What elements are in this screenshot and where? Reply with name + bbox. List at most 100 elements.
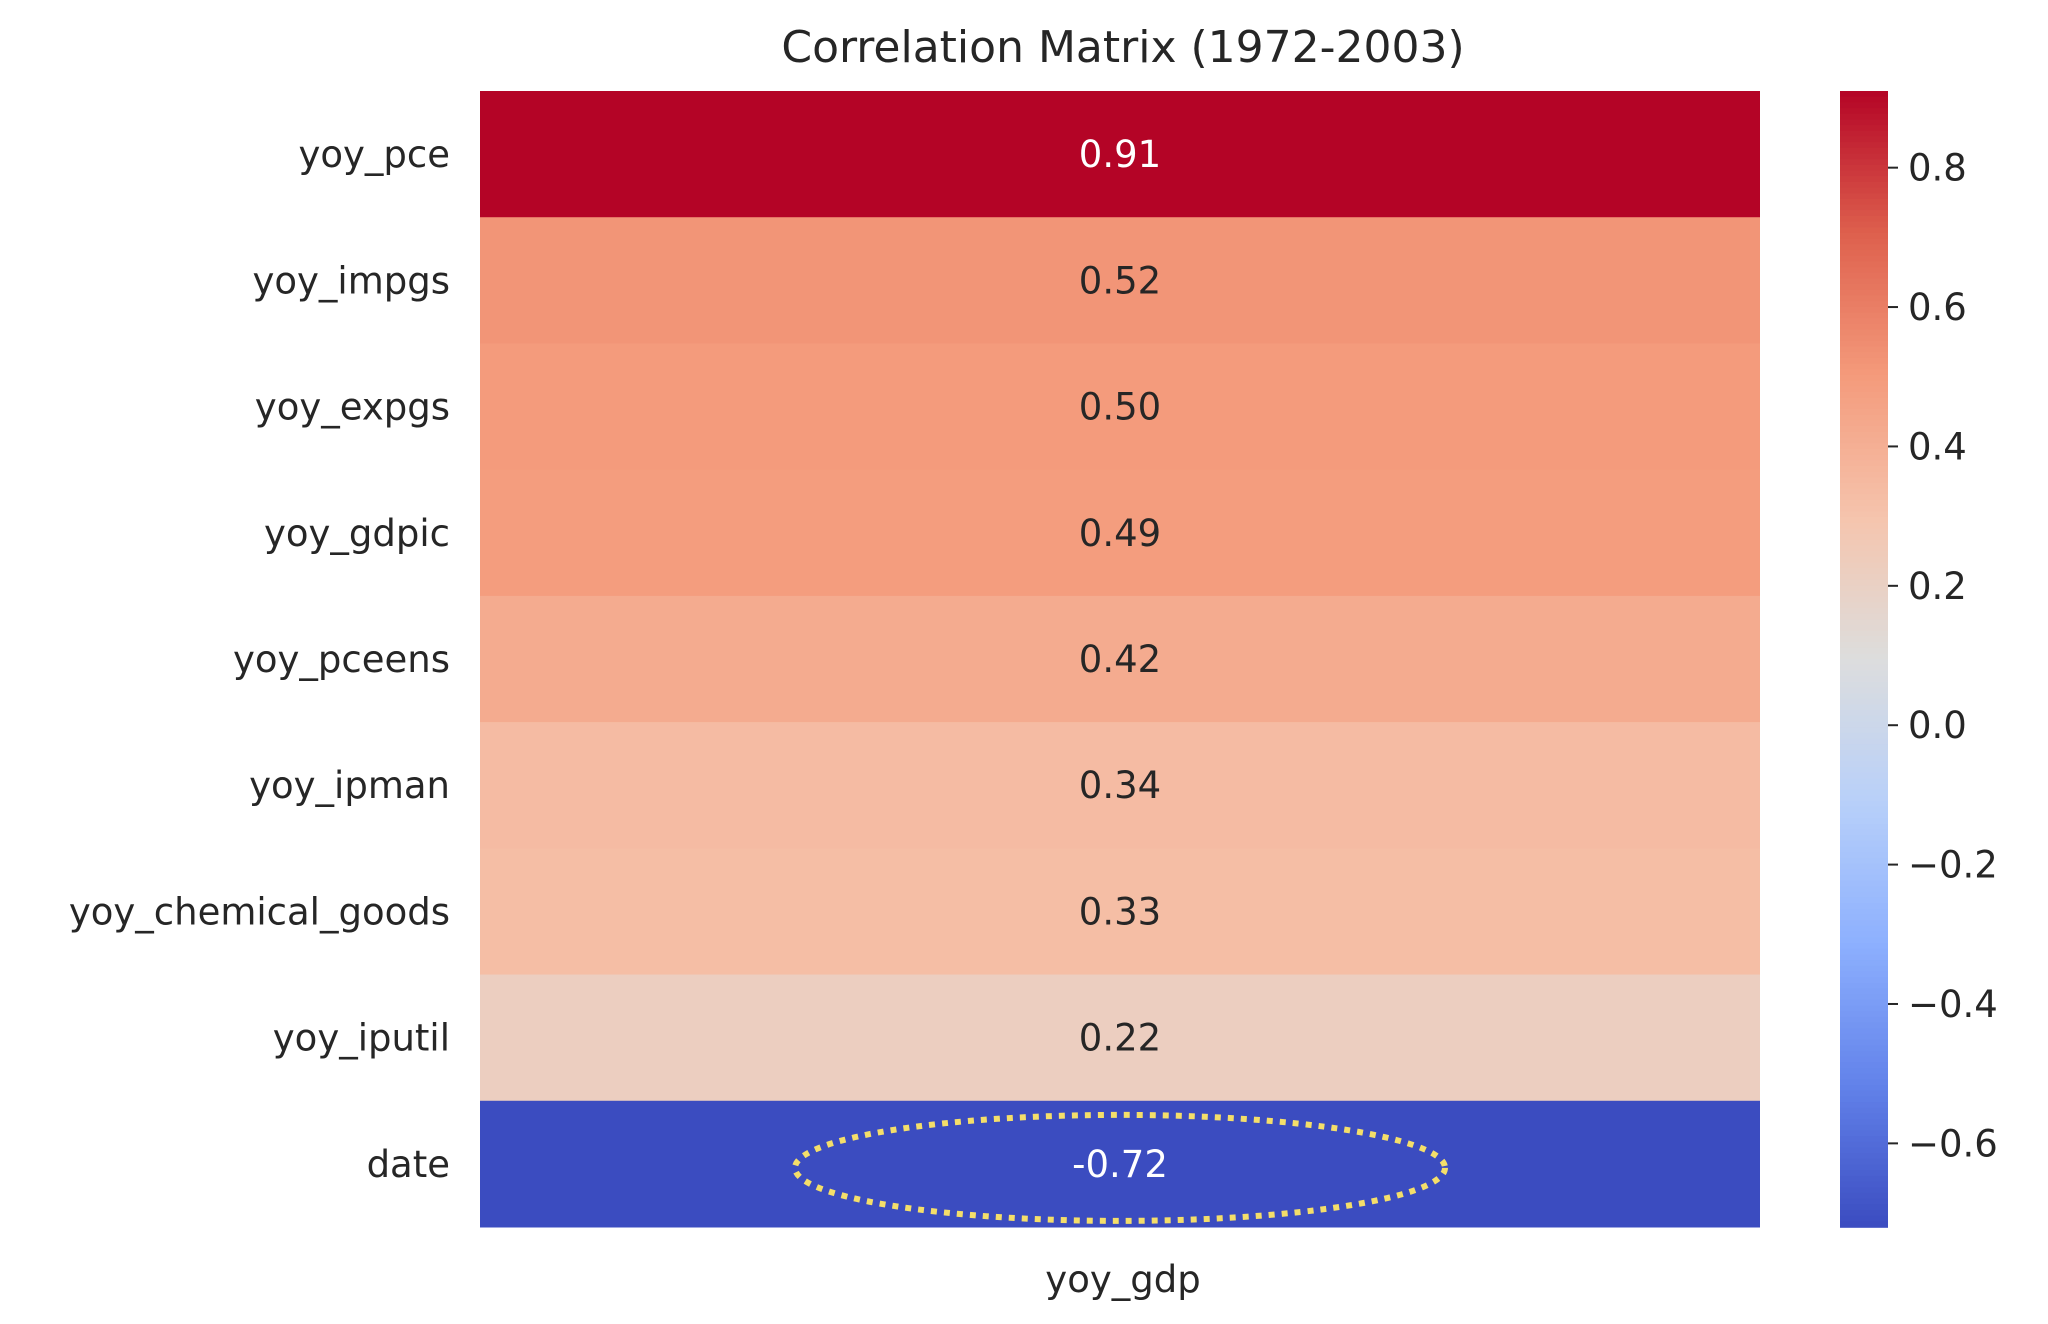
colorbar-segment xyxy=(1840,744,1888,750)
colorbar-segment xyxy=(1840,205,1888,211)
colorbar-segment xyxy=(1840,318,1888,324)
row-label: yoy_ipman xyxy=(249,764,450,807)
colorbar-segment xyxy=(1840,1153,1888,1159)
colorbar-segment xyxy=(1840,477,1888,483)
colorbar-segment xyxy=(1840,517,1888,523)
colorbar-segment xyxy=(1840,284,1888,290)
colorbar-segment xyxy=(1840,256,1888,262)
colorbar-segment xyxy=(1840,954,1888,960)
colorbar-segment xyxy=(1840,233,1888,239)
colorbar-segment xyxy=(1840,1102,1888,1108)
colorbar-segment xyxy=(1840,97,1888,103)
colorbar-segment xyxy=(1840,1011,1888,1017)
colorbar-segment xyxy=(1840,1182,1888,1188)
colorbar-segment xyxy=(1840,364,1888,370)
colorbar-segment xyxy=(1840,937,1888,943)
cell-value-label: 0.52 xyxy=(1079,259,1161,302)
colorbar-segment xyxy=(1840,1000,1888,1006)
row-label: yoy_gdpic xyxy=(264,512,450,555)
colorbar-segment xyxy=(1840,670,1888,676)
colorbar-segment xyxy=(1840,489,1888,495)
colorbar-segment xyxy=(1840,437,1888,443)
colorbar-segment xyxy=(1840,193,1888,199)
colorbar-segment xyxy=(1840,648,1888,654)
colorbar-segment xyxy=(1840,716,1888,722)
colorbar-segment xyxy=(1840,528,1888,534)
colorbar-segment xyxy=(1840,301,1888,307)
colorbar: 0.80.60.40.20.0−0.2−0.4−0.6 xyxy=(1840,91,1998,1228)
colorbar-segment xyxy=(1840,909,1888,915)
colorbar-segment xyxy=(1840,1096,1888,1102)
colorbar-segment xyxy=(1840,420,1888,426)
colorbar-segment xyxy=(1840,290,1888,296)
colorbar-segment xyxy=(1840,1125,1888,1131)
colorbar-tick-label: 0.6 xyxy=(1908,286,1967,329)
colorbar-segment xyxy=(1840,971,1888,977)
colorbar-segment xyxy=(1840,176,1888,182)
colorbar-segment xyxy=(1840,267,1888,273)
colorbar-segment xyxy=(1840,636,1888,642)
colorbar-segment xyxy=(1840,1130,1888,1136)
colorbar-segment xyxy=(1840,579,1888,585)
colorbar-segment xyxy=(1840,1091,1888,1097)
colorbar-segment xyxy=(1840,960,1888,966)
colorbar-segment xyxy=(1840,682,1888,688)
colorbar-segment xyxy=(1840,1108,1888,1114)
colorbar-segment xyxy=(1840,511,1888,517)
cell-value-label: 0.22 xyxy=(1079,1017,1161,1060)
colorbar-segment xyxy=(1840,171,1888,177)
colorbar-segment xyxy=(1840,551,1888,557)
colorbar-segment xyxy=(1840,835,1888,841)
colorbar-segment xyxy=(1840,727,1888,733)
colorbar-segment xyxy=(1840,199,1888,205)
colorbar-segment xyxy=(1840,1074,1888,1080)
colorbar-segment xyxy=(1840,466,1888,472)
colorbar-segment xyxy=(1840,227,1888,233)
colorbar-segment xyxy=(1840,733,1888,739)
colorbar-segment xyxy=(1840,324,1888,330)
colorbar-segment xyxy=(1840,818,1888,824)
colorbar-segment xyxy=(1840,653,1888,659)
colorbar-segment xyxy=(1840,1057,1888,1063)
colorbar-segment xyxy=(1840,988,1888,994)
colorbar-segment xyxy=(1840,829,1888,835)
colorbar-segment xyxy=(1840,403,1888,409)
colorbar-segment xyxy=(1840,1147,1888,1153)
colorbar-tick-label: 0.2 xyxy=(1908,565,1967,608)
colorbar-segment xyxy=(1840,1221,1888,1227)
colorbar-segment xyxy=(1840,1199,1888,1205)
colorbar-segment xyxy=(1840,739,1888,745)
colorbar-segment xyxy=(1840,602,1888,608)
colorbar-segment xyxy=(1840,949,1888,955)
colorbar-segment xyxy=(1840,1085,1888,1091)
colorbar-segment xyxy=(1840,773,1888,779)
colorbar-segment xyxy=(1840,1216,1888,1222)
colorbar-segment xyxy=(1840,341,1888,347)
colorbar-tick-label: 0.8 xyxy=(1908,147,1967,190)
cell-value-label: 0.42 xyxy=(1079,638,1161,681)
colorbar-segment xyxy=(1840,307,1888,313)
colorbar-segment xyxy=(1840,460,1888,466)
colorbar-segment xyxy=(1840,449,1888,455)
colorbar-segment xyxy=(1840,108,1888,114)
colorbar-segment xyxy=(1840,750,1888,756)
colorbar-segment xyxy=(1840,1210,1888,1216)
colorbar-segment xyxy=(1840,352,1888,358)
colorbar-segment xyxy=(1840,699,1888,705)
colorbar-tick-label: −0.6 xyxy=(1908,1122,1998,1165)
colorbar-tick-label: −0.4 xyxy=(1908,983,1998,1026)
colorbar-segment xyxy=(1840,807,1888,813)
colorbar-segment xyxy=(1840,1028,1888,1034)
colorbar-segment xyxy=(1840,443,1888,449)
colorbar-segment xyxy=(1840,278,1888,284)
colorbar-segment xyxy=(1840,472,1888,478)
colorbar-segment xyxy=(1840,756,1888,762)
colorbar-segment xyxy=(1840,483,1888,489)
colorbar-segment xyxy=(1840,608,1888,614)
colorbar-segment xyxy=(1840,1159,1888,1165)
colorbar-segment xyxy=(1840,761,1888,767)
colorbar-segment xyxy=(1840,500,1888,506)
colorbar-segment xyxy=(1840,983,1888,989)
colorbar-segment xyxy=(1840,932,1888,938)
colorbar-segment xyxy=(1840,920,1888,926)
